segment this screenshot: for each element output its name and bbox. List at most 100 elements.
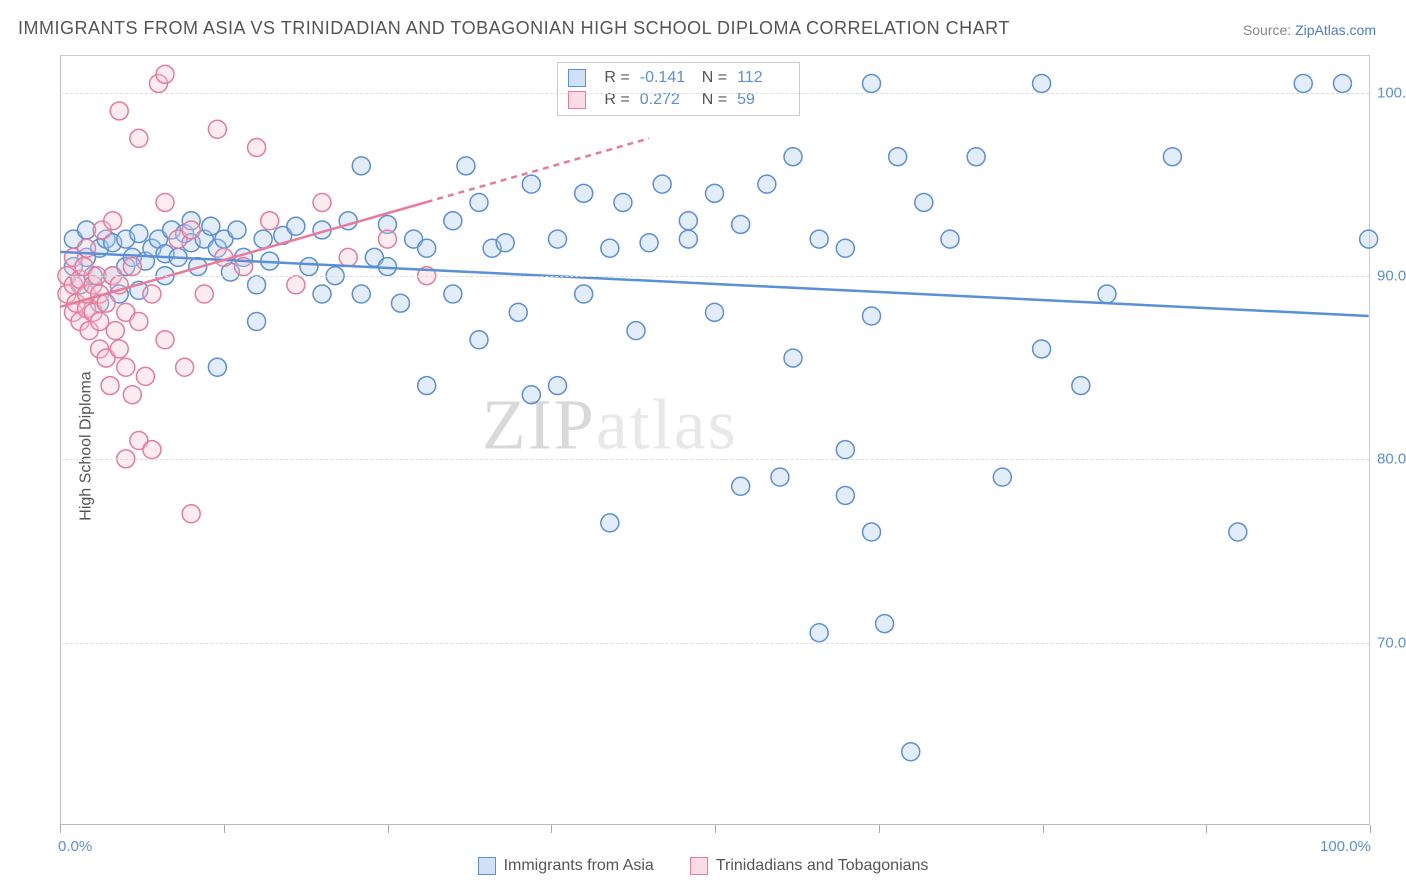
scatter-point-asia	[457, 157, 475, 175]
correlation-legend: R =-0.141N =112R =0.272N =59	[557, 62, 800, 116]
legend-n-value: 112	[737, 69, 789, 87]
scatter-svg	[60, 56, 1369, 825]
scatter-point-asia	[248, 312, 266, 330]
scatter-point-asia	[208, 358, 226, 376]
scatter-point-asia	[876, 615, 894, 633]
scatter-point-asia	[863, 307, 881, 325]
x-tick	[715, 825, 716, 833]
scatter-point-trinidad	[176, 358, 194, 376]
x-tick	[60, 825, 61, 833]
x-tick	[1043, 825, 1044, 833]
scatter-point-asia	[522, 175, 540, 193]
y-tick-label: 90.0%	[1377, 268, 1406, 285]
scatter-point-trinidad	[91, 312, 109, 330]
scatter-point-asia	[706, 184, 724, 202]
source-prefix: Source:	[1243, 22, 1295, 38]
chart-title: IMMIGRANTS FROM ASIA VS TRINIDADIAN AND …	[18, 18, 1010, 39]
gridline	[60, 643, 1369, 644]
legend-swatch	[568, 91, 586, 109]
y-tick-label: 100.0%	[1377, 84, 1406, 101]
gridline	[60, 93, 1369, 94]
x-tick	[879, 825, 880, 833]
series-legend: Immigrants from Asia Trinidadians and Tob…	[0, 857, 1406, 880]
scatter-point-trinidad	[136, 367, 154, 385]
gridline	[60, 276, 1369, 277]
source-link[interactable]: ZipAtlas.com	[1295, 22, 1376, 38]
scatter-point-asia	[836, 441, 854, 459]
scatter-point-trinidad	[143, 285, 161, 303]
scatter-point-asia	[1294, 74, 1312, 92]
scatter-point-trinidad	[182, 505, 200, 523]
scatter-point-asia	[392, 294, 410, 312]
legend-r-value: 0.272	[640, 91, 692, 109]
scatter-point-asia	[444, 212, 462, 230]
gridline	[60, 459, 1369, 460]
scatter-point-trinidad	[143, 441, 161, 459]
legend-swatch	[690, 857, 708, 875]
legend-r-value: -0.141	[640, 69, 692, 87]
x-tick	[551, 825, 552, 833]
scatter-point-trinidad	[106, 322, 124, 340]
scatter-point-asia	[352, 157, 370, 175]
scatter-point-asia	[287, 217, 305, 235]
scatter-point-asia	[509, 303, 527, 321]
legend-r-label: R =	[604, 91, 629, 109]
scatter-point-asia	[732, 215, 750, 233]
scatter-point-trinidad	[110, 102, 128, 120]
scatter-point-asia	[967, 148, 985, 166]
scatter-point-asia	[902, 743, 920, 761]
legend-n-label: N =	[702, 69, 727, 87]
scatter-point-asia	[784, 148, 802, 166]
scatter-point-asia	[915, 193, 933, 211]
scatter-point-asia	[1098, 285, 1116, 303]
scatter-point-asia	[679, 230, 697, 248]
scatter-point-asia	[418, 239, 436, 257]
scatter-point-trinidad	[156, 193, 174, 211]
scatter-point-asia	[863, 523, 881, 541]
legend-label: Immigrants from Asia	[504, 857, 654, 875]
scatter-point-asia	[549, 230, 567, 248]
scatter-point-asia	[679, 212, 697, 230]
scatter-point-trinidad	[97, 294, 115, 312]
scatter-point-trinidad	[130, 312, 148, 330]
scatter-point-trinidad	[101, 377, 119, 395]
scatter-point-trinidad	[123, 258, 141, 276]
scatter-point-trinidad	[123, 386, 141, 404]
legend-r-label: R =	[604, 69, 629, 87]
x-tick-label: 100.0%	[1320, 838, 1371, 855]
scatter-point-asia	[1360, 230, 1378, 248]
scatter-point-trinidad	[287, 276, 305, 294]
scatter-point-asia	[810, 624, 828, 642]
scatter-point-asia	[889, 148, 907, 166]
scatter-point-trinidad	[156, 331, 174, 349]
scatter-point-asia	[248, 276, 266, 294]
scatter-point-asia	[784, 349, 802, 367]
scatter-point-asia	[1072, 377, 1090, 395]
scatter-point-asia	[254, 230, 272, 248]
scatter-point-asia	[706, 303, 724, 321]
scatter-point-asia	[575, 285, 593, 303]
scatter-point-trinidad	[248, 139, 266, 157]
scatter-point-asia	[732, 477, 750, 495]
plot-area: R =-0.141N =112R =0.272N =59 ZIPatlas 70…	[60, 55, 1370, 825]
bottom-legend-item-trinidad: Trinidadians and Tobagonians	[690, 857, 929, 875]
scatter-point-trinidad	[378, 230, 396, 248]
y-tick-label: 70.0%	[1377, 634, 1406, 651]
scatter-point-asia	[993, 468, 1011, 486]
scatter-point-asia	[836, 486, 854, 504]
scatter-point-trinidad	[117, 358, 135, 376]
scatter-point-asia	[601, 514, 619, 532]
legend-n-value: 59	[737, 91, 789, 109]
scatter-point-asia	[771, 468, 789, 486]
scatter-point-asia	[758, 175, 776, 193]
scatter-point-asia	[1033, 74, 1051, 92]
scatter-point-asia	[444, 285, 462, 303]
legend-row-asia: R = -0.141 N = 112	[568, 67, 789, 89]
bottom-legend-item-asia: Immigrants from Asia	[478, 857, 654, 875]
scatter-point-asia	[1333, 74, 1351, 92]
scatter-point-asia	[601, 239, 619, 257]
x-tick-label: 0.0%	[58, 838, 92, 855]
scatter-point-asia	[496, 234, 514, 252]
scatter-point-trinidad	[182, 221, 200, 239]
legend-label: Trinidadians and Tobagonians	[716, 857, 929, 875]
